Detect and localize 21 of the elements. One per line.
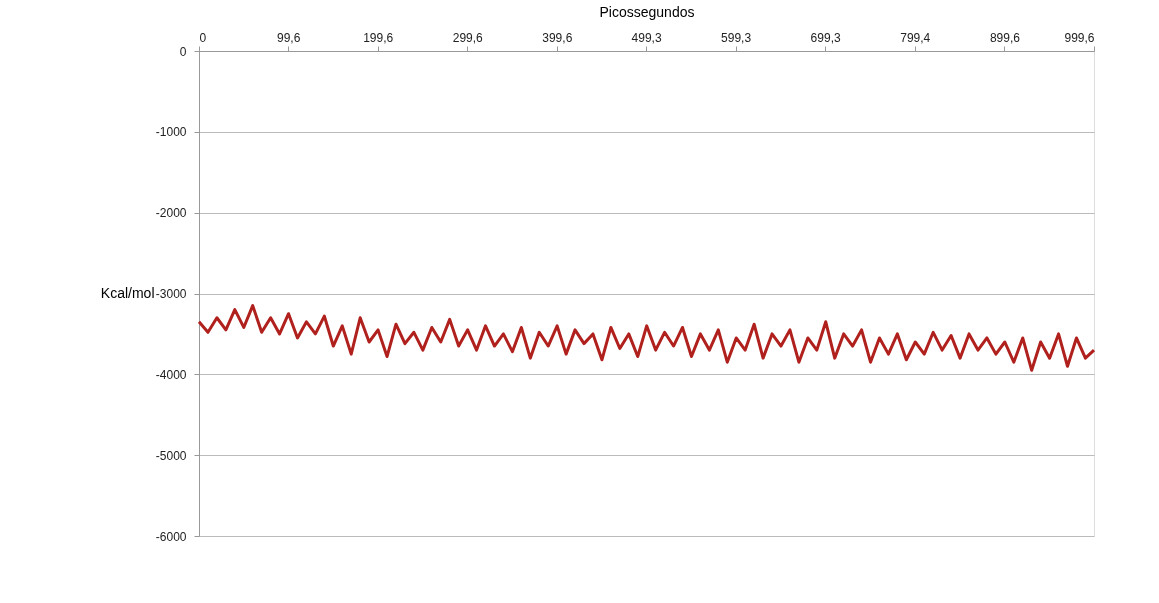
y-tick-label: -5000 [155, 448, 187, 463]
x-tick-label: 499,3 [631, 30, 662, 45]
line-series [197, 304, 1096, 372]
y-tick-label: -2000 [155, 206, 187, 221]
x-tick-label: 699,3 [810, 30, 841, 45]
x-tick-label: 999,6 [1064, 30, 1095, 45]
x-tick-label: 799,4 [900, 30, 931, 45]
x-tick-label: 0 [199, 30, 207, 45]
y-tick-label: -4000 [155, 367, 187, 382]
y-tick-label: 0 [179, 44, 187, 59]
x-tick-label: 599,3 [721, 30, 752, 45]
x-axis-title: Picossegundos [599, 3, 695, 20]
x-tick-label: 299,6 [452, 30, 484, 45]
x-tick-label: 899,6 [989, 30, 1021, 45]
x-tick-label: 399,6 [542, 30, 573, 45]
y-tick-label: -6000 [155, 529, 187, 544]
x-tick-label: 99,6 [277, 30, 301, 45]
x-tick-label: 199,6 [363, 30, 394, 45]
y-tick-label: -3000 [155, 287, 187, 301]
y-axis-title: Kcal/mol [100, 285, 155, 301]
y-tick-label: -1000 [155, 125, 187, 140]
